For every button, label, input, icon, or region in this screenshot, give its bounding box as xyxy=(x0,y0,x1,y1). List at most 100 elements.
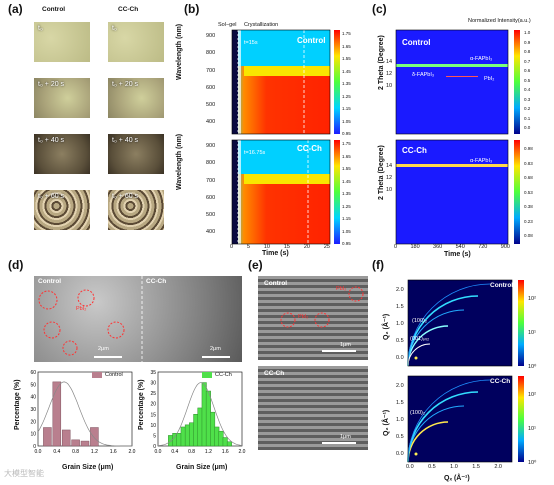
d-pbi2-label: PbI₂ xyxy=(76,306,87,312)
c-yticks-bottom: 14 12 10 xyxy=(386,163,393,193)
c-bottom-label: CC-Ch xyxy=(402,146,427,155)
panel-f-label: (f) xyxy=(372,258,384,272)
b-ylabel-top: Wavelength (nm) xyxy=(176,23,183,80)
c-alpha-bottom: α-FAPbI₃ xyxy=(470,158,493,164)
f-ring100: (100)₂ xyxy=(412,318,427,324)
b-yticks-top: 900 800 700 600 500 400 xyxy=(206,33,216,126)
hist-bar xyxy=(168,435,174,447)
x-tick-label: 2.0 xyxy=(239,449,246,455)
hist-bar xyxy=(197,407,203,447)
a-control-t60: t₀ + 60 s xyxy=(34,190,90,230)
c-xlabel: Time (s) xyxy=(444,251,471,258)
d-legend-left: Control xyxy=(92,372,123,378)
y-tick-label: 50 xyxy=(30,382,36,388)
hist-bar xyxy=(222,437,228,447)
c-xticks: 0 180 360 540 720 900 xyxy=(394,244,510,250)
y-tick-label: 25 xyxy=(150,391,156,397)
fit-curve xyxy=(157,382,243,447)
y-tick-label: 15 xyxy=(150,412,156,418)
c-cbar-bottom: 0.98 0.83 0.68 0.53 0.38 0.23 0.08 xyxy=(524,146,533,238)
y-tick-label: 0 xyxy=(33,444,36,450)
x-tick-label: 2.0 xyxy=(129,449,136,455)
d-scale-left: 2μm xyxy=(98,346,109,352)
hist-bar xyxy=(210,411,216,447)
y-tick-label: 20 xyxy=(150,402,156,408)
e-pbi2-a: PbI₂ xyxy=(298,314,309,320)
d-left-label: Control xyxy=(38,278,62,285)
b-crystallization: Crystallization xyxy=(244,22,279,28)
hist-bar xyxy=(90,427,99,447)
f-giwaxs xyxy=(407,279,524,463)
hist-bar xyxy=(214,426,220,447)
y-tick-label: 0 xyxy=(153,444,156,450)
b-solgel: Sol−gel xyxy=(218,22,237,28)
f-xlabel: Qₓ (Å⁻¹) xyxy=(444,475,470,482)
c-title: Normalized Intensity(a.u.) xyxy=(468,18,531,24)
y-tick-label: 35 xyxy=(150,370,156,376)
f-cbar-top: 10² 10¹ 10⁰ xyxy=(528,296,537,370)
hist-bar xyxy=(43,427,52,447)
x-tick-label: 0.4 xyxy=(53,449,60,455)
c-delta: δ-FAPbI₃ xyxy=(412,72,435,78)
x-tick-label: 1.6 xyxy=(222,449,229,455)
y-tick-label: 20 xyxy=(30,419,36,425)
b-bottom-t: t=16.75s xyxy=(244,150,266,156)
y-tick-label: 10 xyxy=(150,423,156,429)
y-tick-label: 40 xyxy=(30,395,36,401)
y-tick-label: 60 xyxy=(30,370,36,376)
c-pbi2: PbI₂ xyxy=(484,76,495,82)
f-bottom-label: CC-Ch xyxy=(490,378,511,385)
d-scale-right: 2μm xyxy=(210,346,221,352)
fit-curve xyxy=(37,381,132,447)
b-xticks: 0 5 10 15 20 25 xyxy=(230,244,330,250)
c-cbar-top: 1.0 0.9 0.8 0.7 0.6 0.5 0.4 0.3 0.2 0.1 0.0 xyxy=(524,30,531,130)
a-control-t40: t₀ + 40 s xyxy=(34,134,90,174)
panel-d-label: (d) xyxy=(8,258,24,272)
y-tick-label: 10 xyxy=(30,432,36,438)
b-bottom-label: CC-Ch xyxy=(297,144,322,153)
f-yticks-bottom: 2.0 1.5 1.0 0.5 0.0 xyxy=(396,383,404,457)
e-pbi2-circles xyxy=(280,286,364,352)
x-tick-label: 0.0 xyxy=(155,449,162,455)
hist-bar xyxy=(71,439,80,447)
x-tick-label: 1.2 xyxy=(91,449,98,455)
hist-bar xyxy=(80,440,90,447)
b-cbar-bottom: 1.75 1.65 1.55 1.45 1.35 1.25 1.15 1.05 0.95 xyxy=(342,141,351,246)
e-sem-ccch xyxy=(258,366,368,450)
panel-a-label: (a) xyxy=(8,2,23,16)
hist-bar xyxy=(52,381,62,447)
hist-bar xyxy=(201,382,207,447)
d-hist-control: 60 50 40 30 20 10 00.0 0.4 0.8 1.2 1.6 2.0 xyxy=(30,370,136,455)
d-legend-right: CC-Ch xyxy=(202,372,232,378)
e-bottom-label: CC-Ch xyxy=(264,370,285,377)
a-control-t0: t₀ xyxy=(34,22,90,62)
d-right-label: CC-Ch xyxy=(146,278,167,285)
f-yticks-top: 2.0 1.5 1.0 0.5 0.0 xyxy=(396,287,404,361)
c-yticks-top: 14 12 10 xyxy=(386,59,393,89)
b-xlabel: Time (s) xyxy=(262,250,289,257)
hist-bar xyxy=(180,426,186,447)
panel-e-label: (e) xyxy=(248,258,263,272)
plot-frame xyxy=(37,371,133,447)
hist-bar xyxy=(226,441,232,447)
d-xlabel-right: Grain Size (μm) xyxy=(176,464,228,471)
watermark: 大模型智能 xyxy=(4,469,44,478)
d-pbi2-circles xyxy=(38,276,230,362)
a-control-t20: t₀ + 20 s xyxy=(34,78,90,118)
x-tick-label: 0.8 xyxy=(72,449,79,455)
x-tick-label: 1.2 xyxy=(205,449,212,455)
hist-bar xyxy=(205,390,211,447)
c-top-label: Control xyxy=(402,38,431,47)
b-ylabel-bottom: Wavelength (nm) xyxy=(176,133,183,190)
hist-bar xyxy=(61,429,71,447)
f-ylabel-bottom: Q₂ (Å⁻¹) xyxy=(383,409,390,436)
e-scale-bottom: 1μm xyxy=(340,434,351,440)
hist-bar xyxy=(172,433,178,447)
e-scale-top: 1μm xyxy=(340,342,351,348)
f-ring001: (001)ₚᵥ₂ xyxy=(410,336,430,342)
x-tick-label: 0.0 xyxy=(35,449,42,455)
f-xticks: 0.0 0.5 1.0 1.5 2.0 xyxy=(406,464,502,470)
a-ccch-t20: t₀ + 20 s xyxy=(108,78,164,118)
e-top-label: Control xyxy=(264,280,288,287)
hist-bar xyxy=(218,430,224,447)
